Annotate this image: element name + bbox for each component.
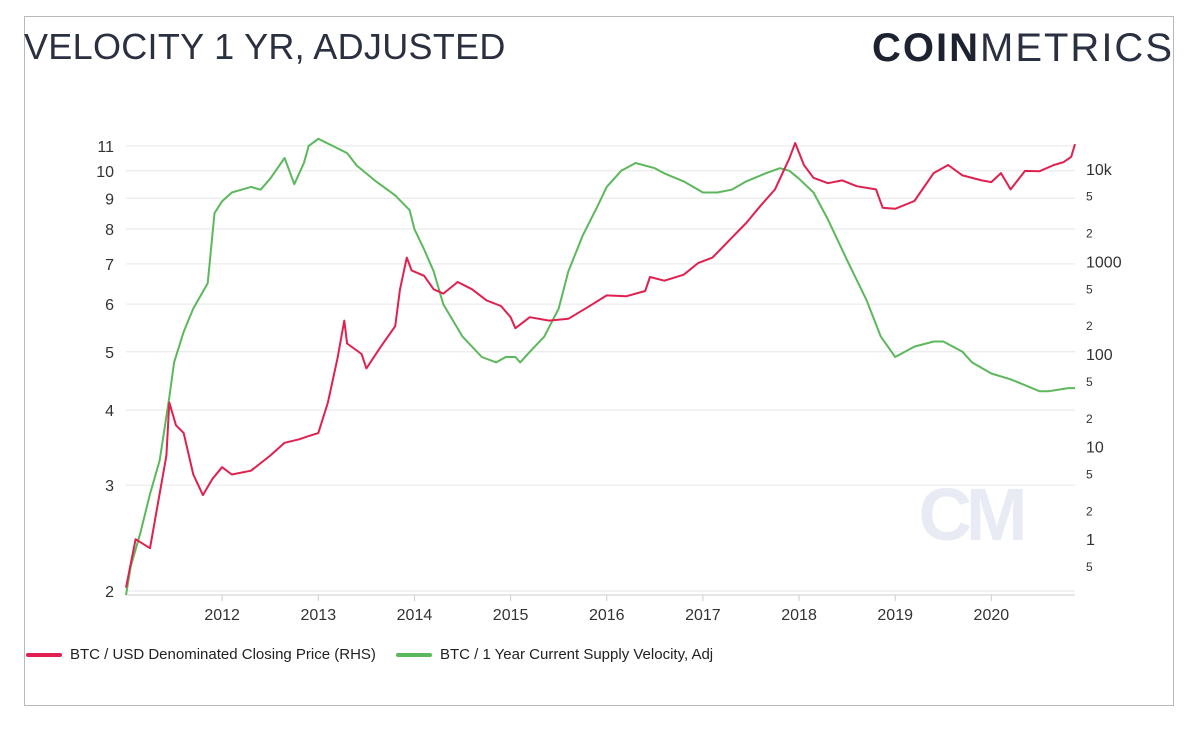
legend-label-velocity: BTC / 1 Year Current Supply Velocity, Ad…	[439, 646, 714, 663]
chart-title: VELOCITY 1 YR, ADJUSTED	[24, 26, 506, 67]
y-left-tick-label: 10	[96, 164, 114, 181]
legend-item-price[interactable]: BTC / USD Denominated Closing Price (RHS…	[26, 646, 376, 663]
y-right-minor-tick-label: 2	[1086, 412, 1093, 426]
x-tick-label: 2018	[781, 607, 817, 624]
y-right-minor-tick-label: 2	[1086, 227, 1093, 241]
y-left-tick-label: 11	[97, 139, 114, 156]
y-left-tick-label: 5	[105, 345, 114, 362]
x-tick-label: 2012	[204, 607, 240, 624]
velocity-line	[125, 137, 1075, 596]
x-tick-label: 2014	[397, 607, 433, 624]
brand-coin: COIN	[872, 26, 980, 70]
y-right-tick-label: 1000	[1086, 254, 1122, 271]
x-tick-label: 2013	[301, 607, 337, 624]
legend-item-velocity[interactable]: BTC / 1 Year Current Supply Velocity, Ad…	[395, 646, 714, 663]
y-left-tick-label: 7	[105, 257, 114, 274]
y-left-tick-label: 3	[105, 478, 114, 495]
price-swatch	[26, 652, 62, 657]
y-left-tick-label: 8	[105, 222, 114, 239]
y-right-minor-tick-label: 5	[1086, 560, 1093, 574]
watermark-logo: CM	[918, 473, 1022, 556]
y-right-minor-tick-label: 2	[1086, 319, 1093, 333]
y-right-minor-tick-label: 5	[1086, 468, 1093, 482]
y-left-tick-label: 2	[105, 584, 114, 601]
x-tick-label: 2017	[685, 607, 721, 624]
y-right-tick-label: 100	[1086, 347, 1113, 364]
brand-metrics: METRICS	[980, 26, 1174, 70]
y-left-tick-label: 4	[105, 403, 114, 420]
legend[interactable]: BTC / USD Denominated Closing Price (RHS…	[26, 646, 733, 663]
legend-label-price: BTC / USD Denominated Closing Price (RHS…	[70, 646, 376, 663]
velocity-swatch	[395, 652, 432, 657]
y-left-tick-label: 9	[105, 191, 114, 208]
price-line	[125, 142, 1076, 588]
y-right-minor-tick-label: 5	[1086, 375, 1093, 389]
y-right-tick-label: 10k	[1086, 162, 1113, 179]
coinmetrics-logo: COINMETRICS	[872, 26, 1174, 71]
y-right-tick-label: 10	[1086, 440, 1104, 457]
y-right-minor-tick-label: 2	[1086, 504, 1093, 518]
x-tick-label: 2016	[589, 607, 625, 624]
x-tick-label: 2015	[493, 607, 529, 624]
x-tick-label: 2019	[877, 607, 913, 624]
x-tick-label: 2020	[974, 607, 1010, 624]
y-right-tick-label: 1	[1086, 532, 1095, 549]
y-left-tick-label: 6	[105, 297, 114, 314]
y-right-minor-tick-label: 5	[1086, 282, 1093, 296]
y-right-minor-tick-label: 5	[1086, 190, 1093, 204]
